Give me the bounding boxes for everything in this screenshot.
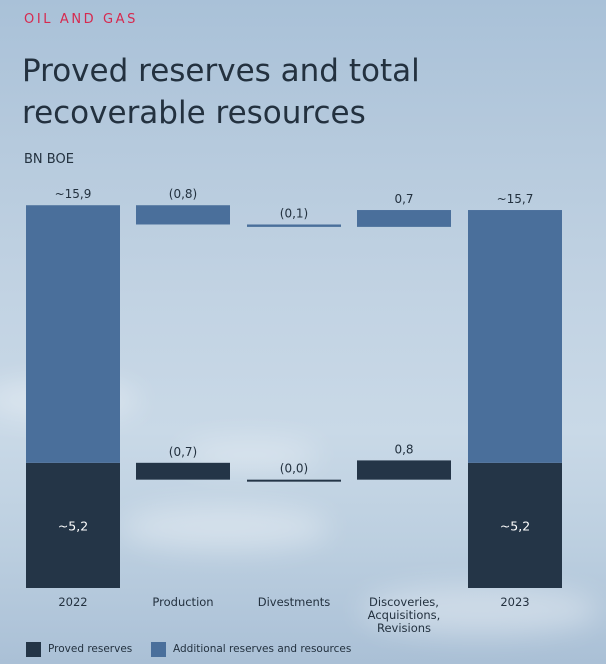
legend-label-proved: Proved reserves	[48, 643, 133, 655]
chart-title: Proved reserves and total recoverable re…	[22, 53, 420, 131]
cloud-decoration	[360, 585, 600, 635]
data-label-proved-0: ~5,2	[58, 518, 88, 533]
legend-item-additional: Additional reserves and resources	[151, 639, 351, 659]
bar-proved-3	[357, 460, 451, 480]
legend-label-additional: Additional reserves and resources	[173, 643, 352, 655]
legend-swatch-proved	[26, 641, 41, 657]
category-label-3: Revisions	[377, 621, 431, 635]
bar-additional-1	[136, 205, 230, 225]
data-label-proved-4: ~5,2	[500, 518, 530, 533]
bar-additional-2	[247, 224, 341, 227]
bar-additional-4	[468, 210, 562, 463]
bar-proved-4	[468, 462, 562, 588]
category-label-2: Divestments	[258, 595, 331, 609]
legend-swatch-additional	[151, 641, 166, 657]
bar-additional-3	[357, 210, 451, 227]
category-label-3: Discoveries,	[369, 595, 439, 609]
category-label-0: 2022	[58, 595, 87, 609]
section-label: OIL AND GAS	[24, 12, 139, 27]
data-label-additional-1: (0,8)	[169, 187, 197, 201]
category-label-4: 2023	[500, 595, 529, 609]
bar-proved-1	[136, 462, 230, 480]
data-label-proved-3: 0,8	[394, 442, 413, 456]
bar-proved-0	[26, 462, 120, 588]
legend-item-proved: Proved reserves	[26, 639, 132, 659]
data-label-additional-2: (0,1)	[280, 206, 308, 220]
data-label-additional-3: 0,7	[394, 192, 413, 206]
category-label-3: Acquisitions,	[368, 608, 441, 622]
data-label-total-0: ~15,9	[55, 187, 92, 201]
data-label-proved-2: (0,0)	[280, 462, 308, 476]
category-label-1: Production	[152, 595, 213, 609]
bar-additional-0	[26, 205, 120, 463]
unit-label: BN BOE	[24, 152, 74, 167]
cloud-decoration	[120, 505, 330, 550]
bar-proved-2	[247, 479, 341, 482]
data-label-proved-1: (0,7)	[169, 445, 197, 459]
data-label-total-4: ~15,7	[497, 192, 534, 206]
